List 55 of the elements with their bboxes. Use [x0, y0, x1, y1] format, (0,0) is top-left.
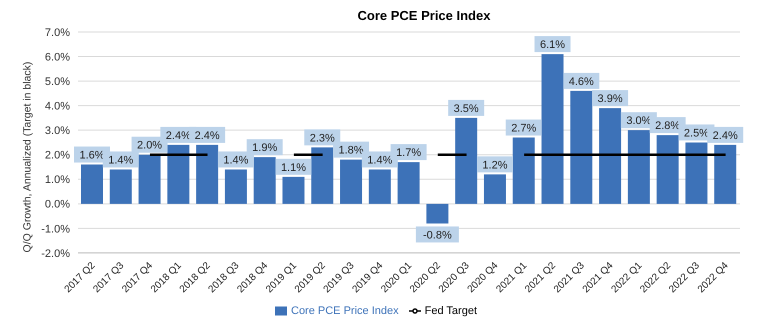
data-label: 1.7%	[396, 147, 422, 160]
data-label: 4.6%	[568, 76, 594, 88]
data-label: 1.2%	[482, 159, 508, 172]
y-tick-label: 1.0%	[44, 174, 70, 186]
bar	[455, 118, 478, 204]
bar	[368, 169, 391, 204]
data-label: 2.4%	[194, 130, 220, 142]
bar	[426, 204, 448, 224]
bar	[484, 174, 506, 204]
data-label: 1.8%	[338, 144, 364, 157]
bar	[599, 108, 622, 204]
bar	[196, 144, 218, 204]
bar	[628, 130, 650, 204]
y-tick-label: 2.0%	[44, 150, 70, 162]
data-label: 1.4%	[367, 154, 393, 166]
y-tick-label: 0.0%	[44, 198, 70, 211]
bar	[398, 162, 420, 204]
bar	[311, 147, 334, 204]
data-label: -0.8%	[423, 229, 452, 242]
bar	[685, 142, 708, 204]
chart-title: Core PCE Price Index	[356, 8, 492, 24]
bar	[542, 54, 564, 204]
bar	[224, 169, 247, 204]
data-label: 1.4%	[223, 154, 249, 166]
data-label: 1.1%	[280, 162, 306, 174]
y-axis-title: Q/Q Growth, Annualized (Target in black)	[22, 62, 34, 252]
y-tick-label: -1.0%	[41, 223, 70, 236]
data-label: 3.5%	[454, 102, 479, 115]
y-tick-label: 6.0%	[44, 51, 70, 64]
bar	[570, 90, 592, 204]
legend-label: Fed Target	[424, 304, 477, 317]
bar	[656, 135, 679, 204]
data-label: 2.7%	[511, 122, 536, 135]
data-label: 1.9%	[252, 142, 278, 154]
data-label: 2.4%	[712, 130, 738, 142]
data-label: 3.9%	[598, 93, 623, 106]
bar	[254, 157, 276, 204]
bar	[282, 176, 304, 204]
bar	[138, 154, 161, 204]
data-label: 2.3%	[310, 132, 336, 144]
bar	[340, 160, 362, 204]
bar	[110, 169, 132, 204]
bar	[167, 144, 190, 204]
y-tick-label: 7.0%	[44, 26, 70, 39]
bar	[81, 164, 103, 204]
y-tick-label: 4.0%	[44, 100, 70, 113]
legend-label: Core PCE Price Index	[291, 304, 399, 317]
data-label: 6.1%	[540, 39, 566, 52]
y-tick-label: 3.0%	[44, 125, 70, 138]
bar	[512, 138, 535, 204]
bar	[714, 144, 736, 204]
y-tick-label: 5.0%	[44, 76, 70, 88]
data-label: 1.4%	[108, 154, 134, 166]
data-label: 2.0%	[137, 140, 162, 152]
y-tick-label: -2.0%	[41, 248, 70, 260]
